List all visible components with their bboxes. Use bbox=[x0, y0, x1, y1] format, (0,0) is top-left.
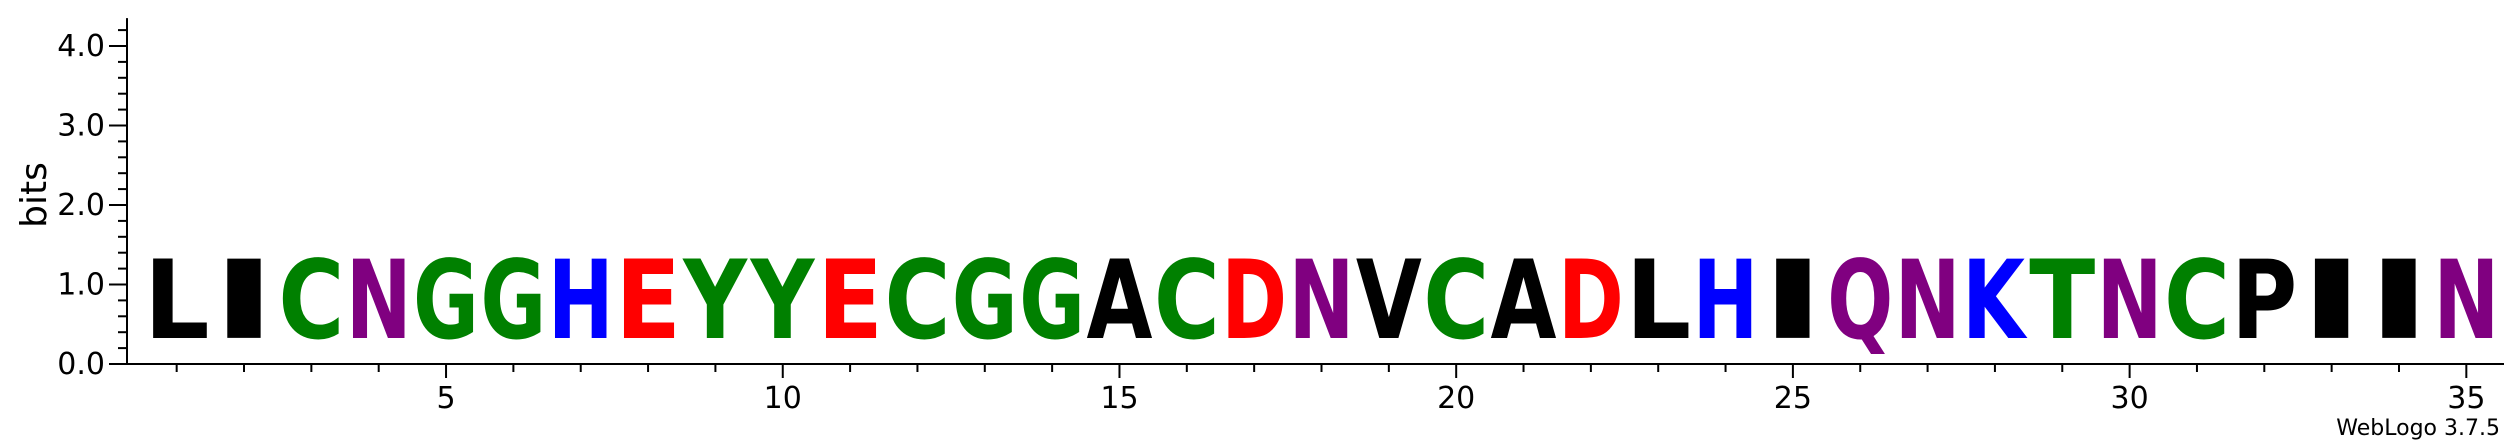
logo-letter: K bbox=[1962, 237, 2028, 364]
x-tick-label: 25 bbox=[1774, 381, 1812, 416]
logo-letter: N bbox=[2097, 238, 2163, 364]
logo-letter: I bbox=[1760, 237, 1826, 364]
x-tick-label: 30 bbox=[2111, 381, 2149, 416]
logo-letter: T bbox=[2029, 238, 2095, 365]
logo-letter: G bbox=[952, 237, 1018, 364]
logo-letter: N bbox=[1289, 238, 1355, 364]
logo-letter: E bbox=[817, 239, 883, 365]
logo-letter: G bbox=[413, 237, 479, 364]
logo-letter: E bbox=[615, 239, 681, 365]
x-tick-label: 5 bbox=[436, 381, 455, 416]
x-tick-label: 15 bbox=[1100, 381, 1138, 416]
logo-letter: V bbox=[1356, 238, 1422, 365]
logo-letter: H bbox=[1693, 238, 1759, 364]
logo-letter: L bbox=[144, 238, 210, 365]
x-axis: 5 10 15 20 25 30 35 bbox=[127, 363, 2504, 416]
logo-letter: C bbox=[1423, 237, 1489, 365]
logo-letter: D bbox=[1221, 239, 1287, 365]
logo-letter: Y bbox=[750, 238, 816, 364]
logo-letter: C bbox=[884, 237, 950, 365]
logo-letter: C bbox=[2164, 237, 2230, 365]
logo-letter: D bbox=[1558, 239, 1624, 365]
y-axis: 0.0 1.0 2.0 3.0 4.0 bbox=[57, 18, 128, 382]
logo-letter: Y bbox=[682, 238, 748, 364]
logo-letter: A bbox=[1086, 238, 1152, 365]
y-tick-label: 3.0 bbox=[57, 109, 105, 144]
y-axis-title: bits bbox=[14, 162, 55, 228]
logo-letter: C bbox=[1154, 237, 1220, 365]
y-tick-label: 1.0 bbox=[57, 268, 105, 303]
logo-letter: L bbox=[1625, 238, 1691, 365]
x-tick-label: 35 bbox=[2447, 381, 2485, 416]
logo-letter: N bbox=[1895, 238, 1961, 364]
logo-letter: I bbox=[2299, 237, 2365, 364]
logo-letter: C bbox=[278, 237, 344, 365]
logo-letter: N bbox=[2433, 238, 2499, 364]
y-tick-label: 0.0 bbox=[57, 347, 105, 382]
logo-letter: I bbox=[2366, 237, 2432, 364]
x-tick-label: 10 bbox=[764, 381, 802, 416]
weblogo-credit: WebLogo 3.7.5 bbox=[2336, 416, 2500, 441]
logo-letter: H bbox=[548, 238, 614, 364]
y-tick-label: 4.0 bbox=[57, 29, 105, 64]
logo-letter: I bbox=[211, 237, 277, 364]
logo-letter: N bbox=[346, 238, 412, 364]
logo-letter: P bbox=[2231, 237, 2297, 364]
logo-letter: G bbox=[1019, 237, 1085, 364]
logo-letter: A bbox=[1491, 238, 1557, 365]
logo-letter: Q bbox=[1827, 238, 1893, 365]
logo-letter: G bbox=[480, 237, 546, 364]
x-tick-label: 20 bbox=[1437, 381, 1475, 416]
y-tick-label: 2.0 bbox=[57, 188, 105, 223]
